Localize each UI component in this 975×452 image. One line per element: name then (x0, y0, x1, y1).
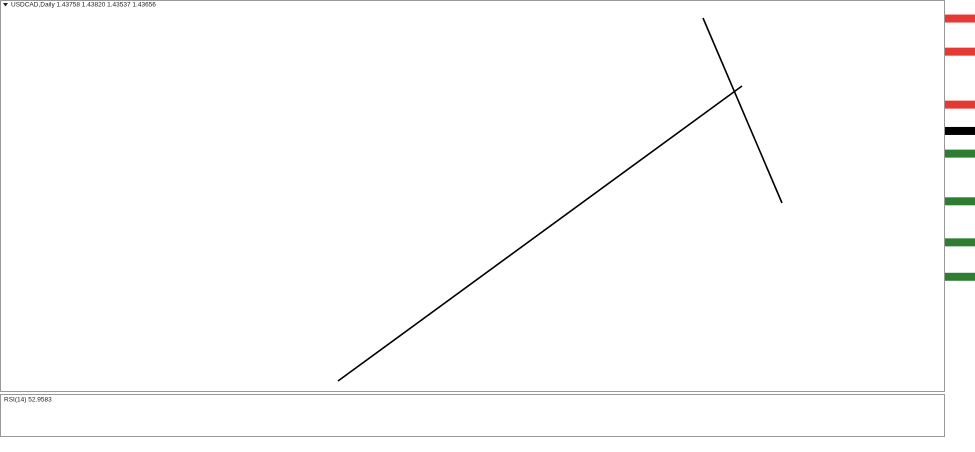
level-value-tag (945, 149, 975, 158)
chart-title: USDCAD,Daily 1.43758 1.43820 1.43537 1.4… (11, 2, 156, 9)
level-value-tag (945, 238, 975, 247)
menu-icon (3, 3, 8, 7)
level-value-tag (945, 14, 975, 23)
last-price-tag (945, 126, 975, 135)
rsi-title: RSI(14) 52.9583 (4, 397, 52, 404)
level-value-tag (945, 47, 975, 56)
level-value-tag (945, 272, 975, 281)
level-value-tag (945, 197, 975, 206)
trendline-down (702, 17, 783, 204)
main-panel (0, 0, 945, 392)
text-layer (945, 14, 975, 281)
rsi-panel (0, 394, 945, 437)
level-value-tag (945, 100, 975, 109)
trendline-up (337, 85, 743, 382)
